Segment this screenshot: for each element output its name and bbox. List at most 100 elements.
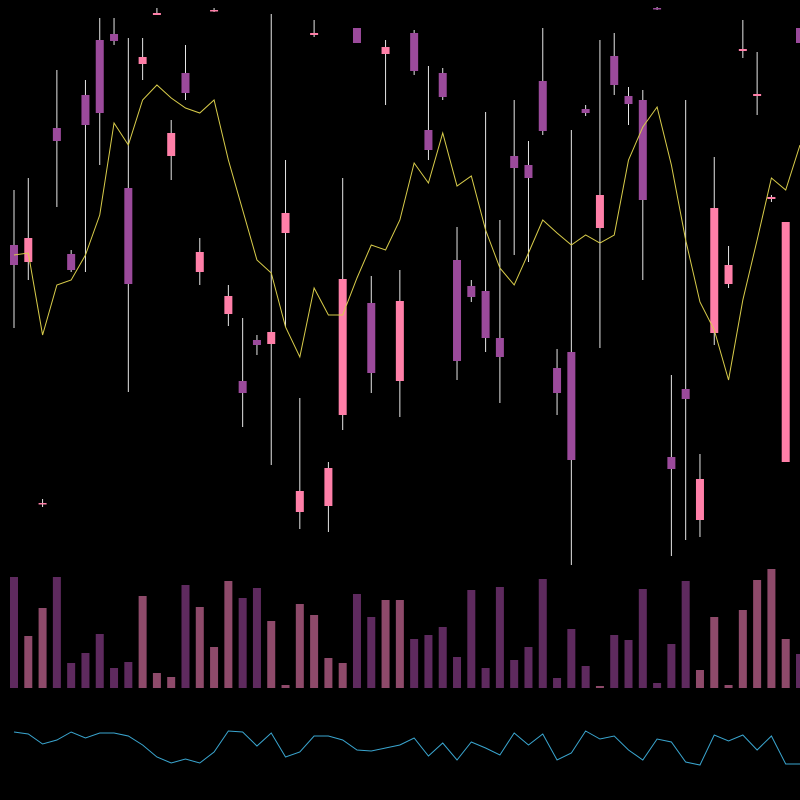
- volume-bar: [510, 660, 519, 688]
- candle-body: [381, 47, 390, 54]
- volume-bar: [210, 647, 219, 688]
- volume-bar: [38, 608, 47, 688]
- volume-bar: [553, 678, 562, 688]
- candle-body: [695, 479, 704, 520]
- candle-body: [781, 222, 790, 462]
- volume-bar: [81, 653, 90, 688]
- volume-bar: [224, 581, 233, 688]
- volume-bar: [753, 580, 762, 688]
- candle-body: [624, 96, 633, 104]
- volume-bar: [110, 668, 119, 688]
- candle-body: [67, 254, 76, 270]
- candle-body: [653, 8, 662, 10]
- candle-body: [310, 33, 319, 35]
- candle-body: [567, 352, 576, 460]
- volume-bar: [695, 670, 704, 688]
- candle-body: [267, 332, 276, 344]
- candle-body: [796, 28, 800, 43]
- volume-bar: [252, 588, 261, 688]
- volume-bar: [24, 636, 33, 688]
- volume-bar: [367, 617, 376, 688]
- volume-bar: [681, 581, 690, 688]
- indicator-line: [13, 730, 800, 766]
- volume-bar: [195, 607, 204, 688]
- candle-body: [295, 491, 304, 512]
- volume-bar: [524, 647, 533, 688]
- volume-bar: [467, 590, 476, 688]
- candle-body: [38, 503, 47, 505]
- candle-body: [510, 156, 519, 168]
- volume-bar: [595, 686, 604, 688]
- volume-bar: [453, 657, 462, 688]
- volume-bar: [481, 668, 490, 688]
- candle-body: [424, 130, 433, 150]
- volume-bar: [238, 598, 247, 688]
- volume-bar: [352, 594, 361, 688]
- candle-body: [767, 197, 776, 199]
- volume-bar: [495, 587, 504, 688]
- volume-bar: [381, 600, 390, 688]
- candle-body: [252, 340, 261, 345]
- volume-bar: [796, 654, 800, 688]
- volume-bar: [638, 589, 647, 688]
- candle-body: [595, 195, 604, 228]
- candle-body: [581, 109, 590, 113]
- candle-body: [638, 100, 647, 200]
- candle-body: [167, 133, 176, 156]
- volume-bar: [295, 604, 304, 688]
- volume-bar: [738, 610, 747, 688]
- candle-body: [553, 368, 562, 393]
- volume-bar: [167, 677, 176, 688]
- volume-bar: [767, 569, 776, 688]
- candle-body: [124, 188, 133, 284]
- candle-body: [338, 279, 347, 415]
- candle-body: [710, 208, 719, 333]
- candle-body: [352, 28, 361, 43]
- candle-body: [324, 468, 333, 506]
- candle-body: [110, 34, 119, 41]
- volume-bar: [395, 600, 404, 688]
- candle-body: [195, 252, 204, 272]
- volume-bar: [724, 685, 733, 688]
- candle-body: [52, 128, 61, 141]
- candle-body: [181, 73, 190, 93]
- candle-body: [210, 10, 219, 12]
- candle-body: [138, 57, 147, 64]
- volume-bar: [10, 577, 18, 688]
- volume-bar: [667, 644, 676, 688]
- candle-body: [367, 303, 376, 373]
- candle-body: [481, 291, 490, 338]
- volume-bar: [124, 662, 133, 688]
- volume-bar: [267, 621, 276, 688]
- candle-body: [667, 457, 676, 469]
- volume-bar: [181, 585, 190, 688]
- volume-bar: [338, 663, 347, 688]
- candle-body: [438, 73, 447, 97]
- volume-bar: [95, 634, 104, 688]
- candle-body: [753, 94, 762, 96]
- volume-bar: [324, 658, 333, 688]
- candle-body: [81, 95, 90, 125]
- volume-bar: [781, 639, 790, 688]
- volume-bar: [624, 640, 633, 688]
- candle-body: [724, 265, 733, 284]
- candle-body: [24, 238, 33, 262]
- candle-body: [95, 40, 104, 113]
- volume-bar: [610, 635, 619, 688]
- moving-average-line: [13, 84, 800, 381]
- volume-bar: [310, 615, 319, 688]
- volume-bar: [538, 579, 547, 688]
- volume-bar: [581, 666, 590, 688]
- candle-body: [610, 56, 619, 85]
- volume-bar: [281, 685, 290, 688]
- candle-body: [410, 33, 419, 71]
- candle-body: [681, 389, 690, 399]
- volume-bar: [52, 577, 61, 688]
- candle-body: [453, 260, 462, 361]
- candle-body: [224, 296, 233, 314]
- candle-body: [238, 381, 247, 393]
- volume-bar: [152, 673, 161, 688]
- candle-body: [738, 49, 747, 51]
- volume-bar: [710, 617, 719, 688]
